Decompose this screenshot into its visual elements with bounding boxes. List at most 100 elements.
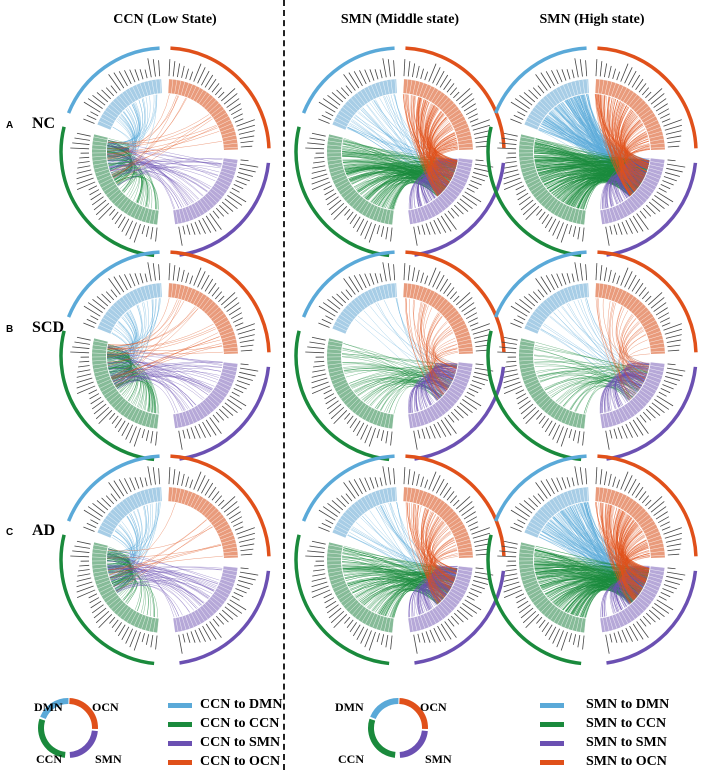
node-divider (519, 144, 534, 147)
node-label (656, 191, 674, 203)
node-label (212, 414, 220, 423)
node-divider (582, 79, 585, 94)
node-divider (374, 287, 381, 301)
chord-ccn-to-ocn (113, 97, 187, 179)
node-label (412, 471, 416, 486)
node-divider (206, 99, 217, 111)
node-divider (213, 185, 226, 194)
node-divider (392, 618, 395, 633)
node-divider (344, 307, 356, 318)
node-label (108, 74, 121, 91)
node-label (356, 626, 365, 641)
node-divider (126, 610, 135, 623)
node-divider (428, 495, 436, 509)
chord-smn-to-ccn (534, 347, 649, 372)
node-divider (637, 105, 649, 116)
node-divider (207, 397, 218, 408)
node-label (117, 216, 126, 229)
node-label (503, 577, 519, 582)
node-divider (203, 301, 214, 312)
node-label (625, 627, 633, 642)
node-divider (132, 494, 139, 508)
node-divider (564, 206, 571, 220)
node-label (352, 420, 361, 433)
node-divider (157, 618, 160, 633)
node-divider (340, 390, 353, 400)
node-label (503, 385, 523, 395)
node-divider (151, 80, 155, 95)
node-label (238, 580, 253, 585)
node-label (87, 506, 103, 517)
node-label (616, 71, 621, 81)
chord-ccn-to-ocn (111, 343, 222, 379)
node-label (658, 391, 667, 397)
node-divider (636, 190, 648, 201)
node-label (503, 181, 523, 191)
node-label (667, 145, 680, 148)
node-divider (546, 198, 556, 210)
node-divider (415, 489, 421, 504)
node-label (432, 271, 441, 288)
node-divider (620, 87, 628, 101)
node-label (221, 201, 234, 212)
node-label (656, 395, 674, 407)
node-divider (215, 182, 228, 191)
node-divider (530, 387, 543, 396)
node-label (456, 88, 471, 102)
node-label (535, 74, 548, 91)
node-label (561, 477, 567, 489)
node-label (653, 506, 667, 516)
node-divider (386, 488, 390, 503)
chord-ccn-to-ocn (107, 299, 180, 347)
node-divider (436, 502, 446, 514)
node-divider (641, 112, 654, 121)
node-label (501, 137, 517, 141)
module-arc-ccn (294, 126, 390, 258)
node-divider (338, 183, 351, 192)
node-divider (136, 288, 142, 302)
chord-smn-to-ocn (605, 95, 642, 183)
chord-ccn-to-smn (107, 552, 220, 581)
node-label (90, 600, 102, 609)
node-label (70, 351, 90, 354)
node-divider (339, 518, 352, 527)
node-label (595, 59, 598, 77)
node-label (523, 92, 536, 103)
chord-smn-to-ocn (433, 332, 454, 380)
node-divider (535, 393, 547, 403)
node-divider (371, 288, 377, 302)
node-label (650, 297, 665, 309)
chord-ccn-to-ocn (114, 300, 182, 386)
node-label (117, 624, 126, 637)
node-label (193, 471, 202, 490)
node-label (76, 373, 92, 378)
node-label (516, 597, 527, 604)
chord-smn-to-ccn (539, 579, 631, 604)
node-divider (451, 179, 465, 187)
node-label (459, 198, 473, 209)
node-label (661, 118, 671, 123)
node-divider (452, 323, 466, 331)
chord-ccn-to-smn (116, 585, 180, 617)
node-divider (430, 293, 439, 306)
chord-ccn-to-smn (110, 364, 222, 376)
node-divider (532, 186, 545, 196)
node-divider (119, 402, 129, 414)
node-divider (328, 340, 343, 344)
node-divider (536, 307, 548, 318)
node-label (92, 95, 106, 106)
node-divider (222, 164, 237, 168)
node-label (468, 183, 479, 190)
chord-smn-to-ocn (426, 105, 454, 175)
node-divider (615, 206, 621, 220)
node-label (211, 83, 220, 93)
node-label (667, 553, 680, 556)
node-label (523, 500, 536, 511)
node-label (667, 140, 681, 144)
node-divider (327, 155, 342, 158)
node-divider (519, 359, 534, 362)
module-arc-dmn (66, 250, 160, 318)
node-label (520, 607, 534, 619)
node-divider (649, 164, 664, 168)
node-label (105, 495, 115, 505)
